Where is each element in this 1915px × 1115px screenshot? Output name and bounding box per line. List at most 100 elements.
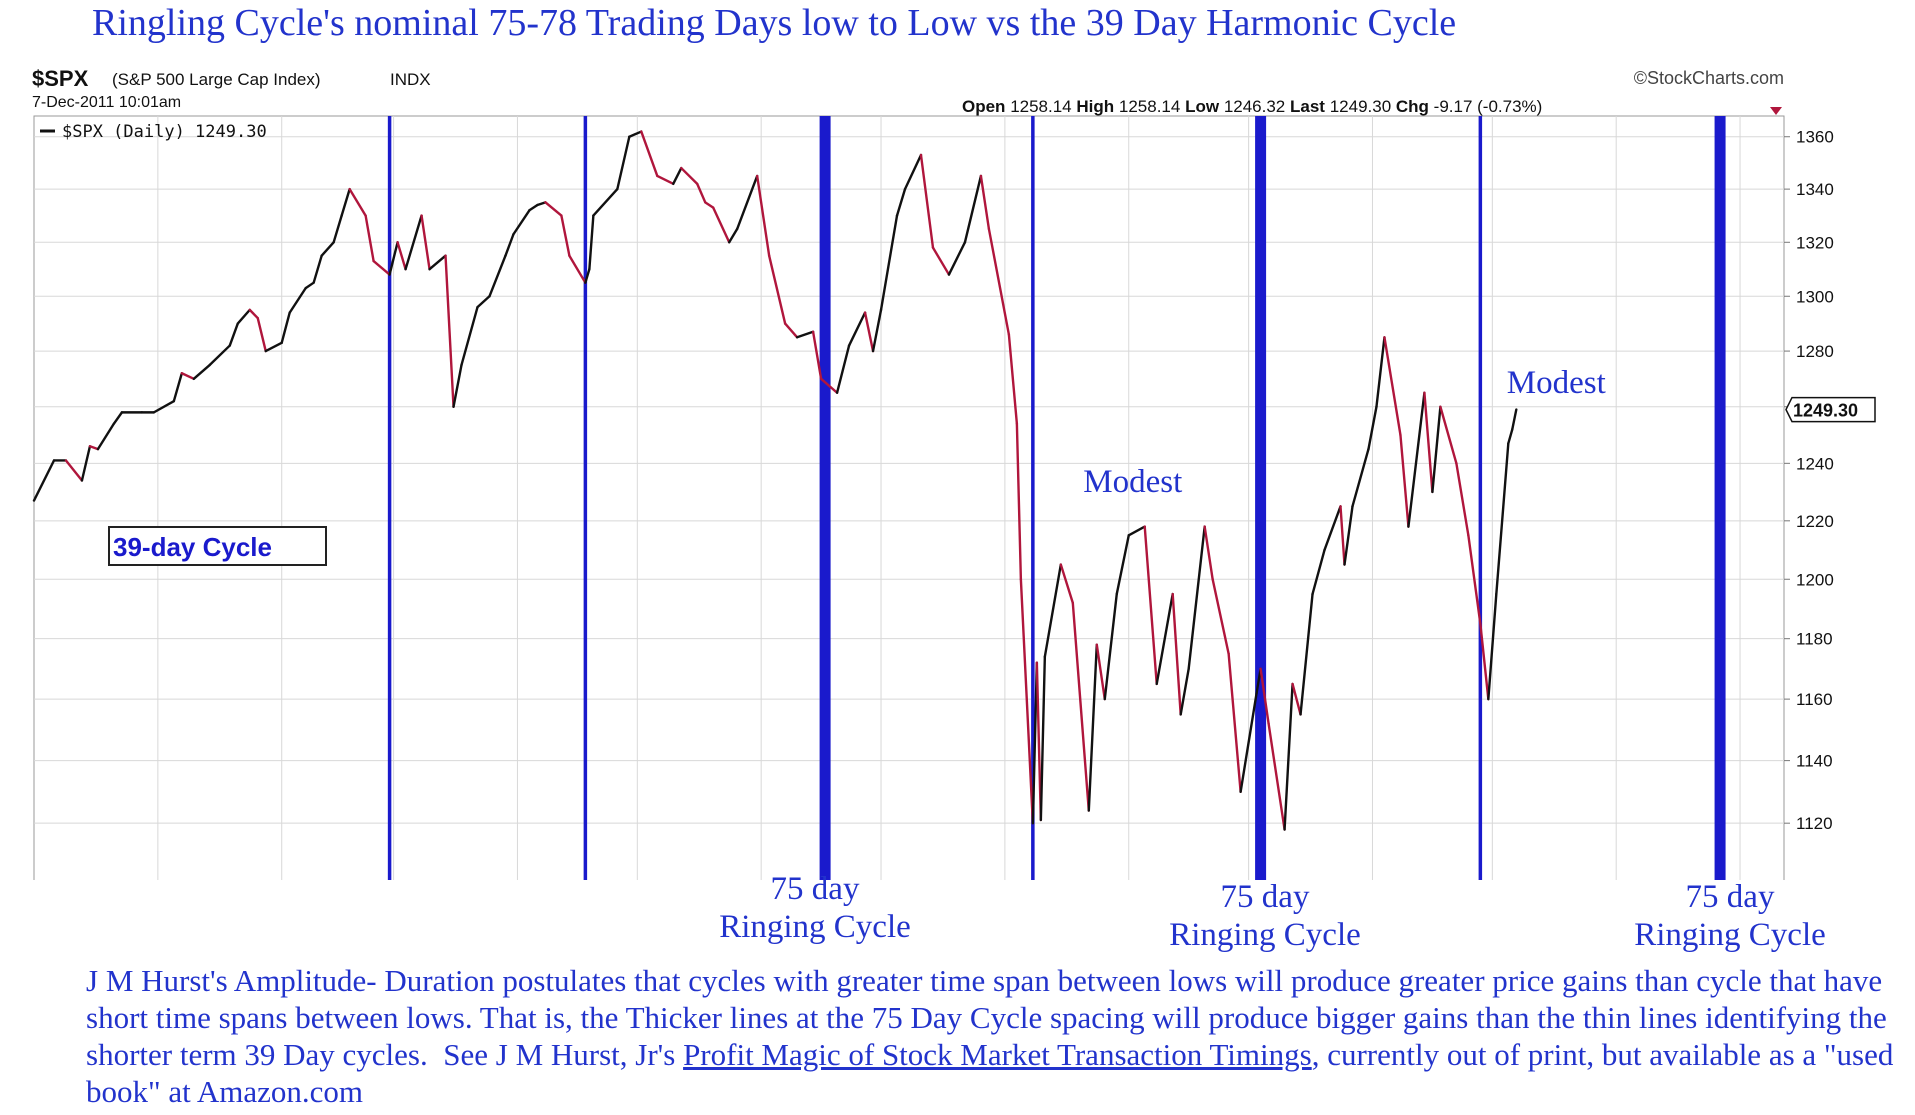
- price-segment: [835, 344, 851, 394]
- price-segment: [903, 153, 923, 191]
- price-segment: [1039, 655, 1047, 822]
- footer-note: J M Hurst's Amplitude- Duration postulat…: [86, 962, 1906, 1110]
- book-title-link[interactable]: Profit Magic of Stock Market Transaction…: [683, 1037, 1312, 1072]
- annotation-39-day-cycle: 39-day Cycle: [113, 532, 272, 562]
- price-segment: [1283, 682, 1294, 831]
- y-axis: 1100112011401160118012001220124012601280…: [1784, 128, 1834, 880]
- price-series: [32, 130, 1518, 831]
- price-segment: [312, 254, 323, 284]
- symbol-label: $SPX: [32, 66, 89, 91]
- price-segment: [1087, 643, 1098, 812]
- y-tick-label: 1200: [1796, 570, 1834, 589]
- price-segment: [80, 445, 92, 482]
- price-segment: [1259, 667, 1270, 725]
- caption-line: 75 day: [1220, 879, 1310, 915]
- cycle-annotation-box: 39-day Cycle: [108, 526, 327, 566]
- price-segment: [795, 330, 815, 339]
- y-tick-label: 1320: [1796, 233, 1834, 252]
- price-segment: [1095, 643, 1106, 701]
- price-segment: [1467, 534, 1482, 625]
- price-segment: [1043, 563, 1063, 658]
- y-tick-label: 1120: [1796, 814, 1833, 833]
- modest-annotation: Modest: [1507, 365, 1606, 401]
- y-tick-label: 1140: [1796, 752, 1833, 771]
- price-segment: [1007, 333, 1019, 425]
- caption-line: Ringing Cycle: [1634, 917, 1826, 953]
- y-tick-label: 1180: [1796, 630, 1833, 649]
- price-segment: [1407, 391, 1426, 528]
- page-title: Ringling Cycle's nominal 75-78 Trading D…: [92, 2, 1457, 44]
- price-segment: [979, 174, 991, 231]
- price-segment: [1375, 336, 1386, 408]
- modest-annotations: Modest Modest: [1083, 365, 1606, 500]
- footer-text-1: J M Hurst's Amplitude- Duration postulat…: [86, 963, 1895, 1072]
- price-segment: [1239, 691, 1258, 793]
- price-segment: [811, 330, 823, 381]
- ringing-cycle-caption-1: 75 day Ringing Cycle: [690, 870, 940, 946]
- price-segment: [696, 182, 707, 204]
- down-arrow-icon: [1770, 107, 1782, 115]
- caption-line: 75 day: [1685, 879, 1775, 915]
- price-segment: [504, 233, 515, 257]
- price-segment: [1019, 578, 1035, 825]
- price-segment: [236, 308, 251, 325]
- price-segment: [280, 311, 291, 345]
- price-segment: [528, 203, 539, 212]
- price-segment: [728, 227, 739, 244]
- price-segment: [895, 187, 907, 217]
- price-segment: [256, 316, 267, 353]
- price-segment: [1179, 667, 1190, 716]
- price-segment: [847, 311, 867, 347]
- price-segment: [1323, 505, 1342, 552]
- price-segment: [476, 295, 491, 309]
- price-segment: [783, 322, 799, 339]
- stockcharts-logo: ©StockCharts.com: [1634, 68, 1784, 88]
- price-segment: [584, 267, 591, 284]
- caption-line: Ringing Cycle: [719, 909, 911, 945]
- last-price-tag: 1249.30: [1785, 396, 1876, 423]
- price-segment: [1439, 405, 1458, 465]
- y-tick-label: 1240: [1796, 454, 1834, 473]
- price-segment: [396, 241, 407, 271]
- price-segment: [1291, 682, 1302, 716]
- price-segment: [1059, 563, 1075, 605]
- last-price-box: [1785, 396, 1876, 423]
- price-segment: [592, 187, 619, 217]
- price-segment: [931, 246, 951, 276]
- price-segment: [1171, 592, 1182, 716]
- price-segment: [1211, 578, 1230, 655]
- price-segment: [88, 445, 100, 451]
- price-segment: [364, 214, 375, 263]
- chart-header: $SPX (S&P 500 Large Cap Index) INDX 7-De…: [32, 66, 1784, 116]
- y-tick-label: 1280: [1796, 342, 1834, 361]
- price-segment: [1227, 652, 1242, 793]
- price-segment: [712, 206, 731, 244]
- price-segment: [488, 254, 507, 298]
- ringing-cycle-caption-2: 75 day Ringing Cycle: [1140, 878, 1390, 954]
- price-segment: [348, 187, 367, 217]
- price-segment: [1035, 661, 1043, 822]
- price-segment: [1383, 336, 1402, 437]
- price-segment: [1143, 525, 1158, 686]
- price-segment: [192, 363, 211, 381]
- price-segment: [1299, 592, 1314, 716]
- price-segment: [32, 459, 56, 502]
- price-segment: [871, 308, 883, 353]
- y-tick-label: 1360: [1796, 128, 1834, 147]
- y-tick-label: 1220: [1796, 512, 1834, 531]
- price-segment: [340, 187, 351, 217]
- price-segment: [588, 214, 595, 271]
- price-segment: [228, 322, 239, 347]
- price-segment: [568, 254, 587, 284]
- price-segment: [1507, 428, 1514, 445]
- price-segment: [819, 377, 839, 394]
- price-segment: [767, 254, 787, 325]
- price-segment: [404, 214, 423, 271]
- price-segment: [536, 201, 547, 207]
- price-segment: [1487, 592, 1498, 701]
- y-tick-label: 1340: [1796, 180, 1834, 199]
- price-segment: [560, 214, 571, 257]
- price-segment: [704, 201, 715, 209]
- price-segment: [180, 372, 196, 381]
- plot-area: [33, 115, 1785, 880]
